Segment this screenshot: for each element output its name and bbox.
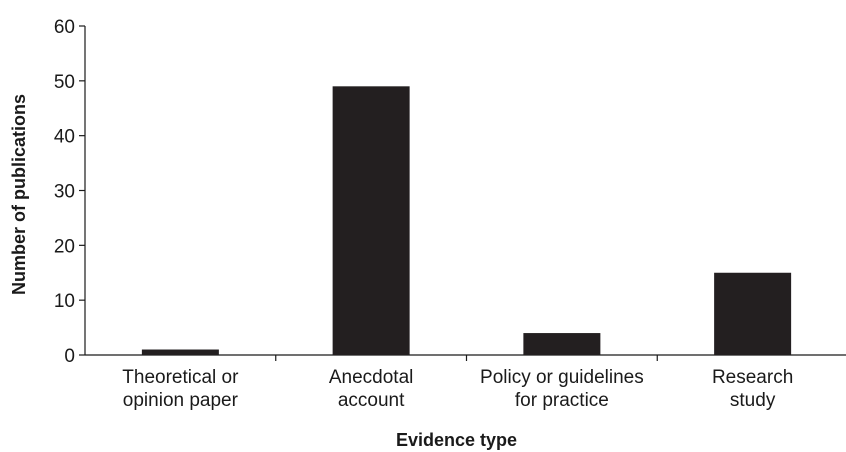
y-tick-label: 60	[54, 17, 75, 38]
bar	[714, 272, 792, 355]
x-category-label: Policy or guidelines for practice	[480, 367, 644, 411]
x-axis-title: Evidence type	[396, 430, 517, 450]
bars	[141, 86, 792, 356]
x-axis: Theoretical or opinion paper Anecdotal acco…	[85, 354, 846, 411]
bar	[141, 349, 219, 355]
y-tick-label: 50	[54, 72, 75, 93]
y-axis-title: Number of publications	[9, 94, 29, 295]
bar	[332, 86, 410, 356]
y-tick-label: 30	[54, 182, 75, 203]
bar	[523, 333, 601, 355]
x-category-label: Anecdotal account	[329, 367, 414, 411]
y-tick-label: 0	[64, 346, 75, 367]
x-category-label: Theoretical or opinion paper	[122, 367, 239, 411]
y-axis: 0 10 20 30 40 50 60	[54, 17, 86, 367]
x-category-label: Research study	[712, 367, 793, 411]
y-tick-label: 10	[54, 291, 75, 312]
y-tick-label: 40	[54, 127, 75, 148]
y-tick-label: 20	[54, 236, 75, 257]
